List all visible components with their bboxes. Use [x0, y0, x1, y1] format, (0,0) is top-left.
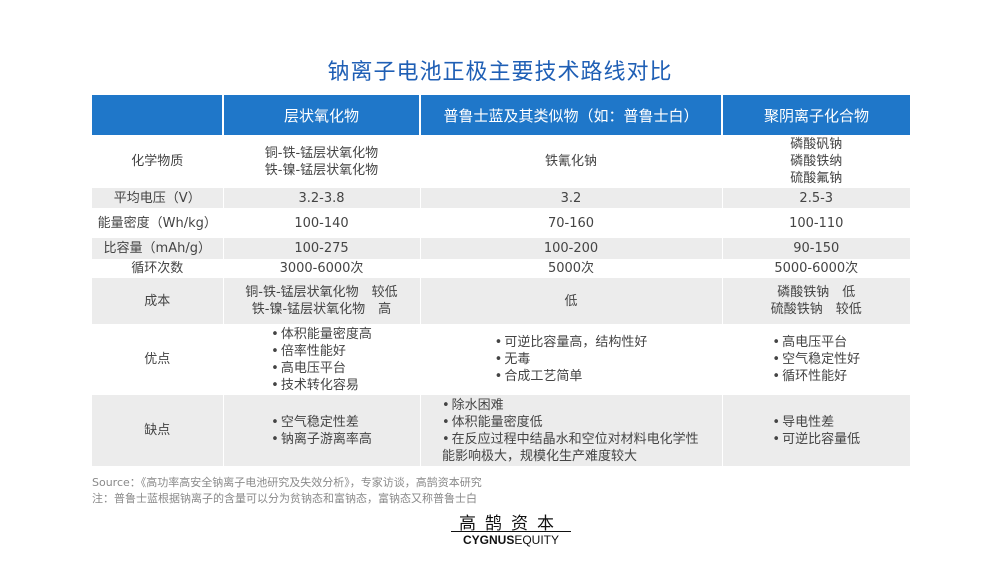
cell-c1: 体积能量密度高 倍率性能好 高电压平台 技术转化容易 — [223, 324, 421, 395]
logo-chinese: 高鹄资本 — [459, 514, 563, 534]
cell-line: 磷酸铁钠 低 — [777, 285, 856, 300]
cell-line: 铁-镍-锰层状氧化物 — [264, 162, 379, 178]
cell-line: 磷酸铁纳 — [790, 154, 843, 169]
bullet-list: 空气稳定性差 钠离子游离率高 — [271, 414, 372, 448]
cell-c2: 100-200 — [420, 238, 723, 259]
cell-c2: 5000次 — [420, 259, 723, 278]
bullet-item: 倍率性能好 — [271, 343, 372, 360]
cell-c3: 90-150 — [722, 238, 910, 259]
row-label: 成本 — [92, 278, 224, 324]
cell-c1: 铜-铁-锰层状氧化物 铁-镍-锰层状氧化物 — [223, 135, 421, 188]
cell-c1: 3000-6000次 — [223, 259, 421, 278]
cell-c3: 磷酸矾钠 磷酸铁纳 硫酸氟钠 — [722, 135, 910, 188]
row-cons: 缺点 空气稳定性差 钠离子游离率高 除水困难 体积能量密度低 在反应过程中结晶水… — [92, 395, 910, 466]
cell-c2: 铁氰化钠 — [420, 135, 723, 188]
cell-c1: 空气稳定性差 钠离子游离率高 — [223, 395, 421, 466]
cell-c3: 导电性差 可逆比容量低 — [722, 395, 910, 466]
bullet-item: 体积能量密度高 — [271, 326, 372, 343]
row-label: 优点 — [92, 324, 224, 395]
bullet-item: 可逆比容量高，结构性好 — [495, 334, 647, 351]
row-cost: 成本 铜-铁-锰层状氧化物 较低 铁-镍-锰层状氧化物 高 低 磷酸铁钠 低 硫… — [92, 278, 910, 324]
bullet-item: 除水困难 — [442, 397, 700, 414]
bullet-item: 技术转化容易 — [271, 377, 372, 394]
logo-word-cygnus: CYGNUS — [462, 533, 515, 547]
cell-c3: 100-110 — [722, 208, 910, 238]
cell-c1: 铜-铁-锰层状氧化物 较低 铁-镍-锰层状氧化物 高 — [223, 278, 421, 324]
bullet-list: 导电性差 可逆比容量低 — [772, 414, 860, 448]
row-energy-density: 能量密度（Wh/kg） 100-140 70-160 100-110 — [92, 208, 910, 238]
bullet-item: 高电压平台 — [271, 360, 372, 377]
cell-c1: 100-140 — [223, 208, 421, 238]
bullet-item: 体积能量密度低 — [442, 414, 700, 431]
cell-c2: 低 — [420, 278, 723, 324]
header-polyanion: 聚阴离子化合物 — [722, 95, 910, 135]
cell-c2: 可逆比容量高，结构性好 无毒 合成工艺简单 — [420, 324, 723, 395]
row-label: 化学物质 — [92, 135, 224, 188]
cell-line: 铜-铁-锰层状氧化物 较低 — [245, 285, 398, 300]
logo-word-equity: EQUITY — [514, 533, 559, 547]
row-label: 平均电压（V） — [92, 188, 224, 208]
page-title: 钠离子电池正极主要技术路线对比 — [327, 60, 673, 85]
cell-c3: 高电压平台 空气稳定性好 循环性能好 — [722, 324, 910, 395]
bullet-item: 循环性能好 — [772, 368, 860, 385]
cell-line: 硫酸铁钠 较低 — [770, 302, 862, 317]
row-voltage: 平均电压（V） 3.2-3.8 3.2 2.5-3 — [92, 188, 910, 208]
cell-line: 铜-铁-锰层状氧化物 — [264, 145, 379, 161]
bullet-item: 空气稳定性差 — [271, 414, 372, 431]
cell-c3: 2.5-3 — [722, 188, 910, 208]
header-prussian-blue: 普鲁士蓝及其类似物（如：普鲁士白） — [420, 95, 723, 135]
row-label: 比容量（mAh/g） — [92, 238, 224, 259]
table-header-row: 层状氧化物 普鲁士蓝及其类似物（如：普鲁士白） 聚阴离子化合物 — [92, 95, 910, 135]
cell-c2: 70-160 — [420, 208, 723, 238]
bullet-item: 合成工艺简单 — [495, 368, 648, 385]
cell-c1: 3.2-3.8 — [223, 188, 421, 208]
cell-c3: 磷酸铁钠 低 硫酸铁钠 较低 — [722, 278, 910, 324]
bullet-item: 导电性差 — [772, 414, 860, 431]
cell-line: 磷酸矾钠 — [790, 137, 843, 152]
row-label: 缺点 — [92, 395, 224, 466]
row-cycles: 循环次数 3000-6000次 5000次 5000-6000次 — [92, 259, 910, 278]
comparison-table: 层状氧化物 普鲁士蓝及其类似物（如：普鲁士白） 聚阴离子化合物 化学物质 铜-铁… — [92, 95, 910, 466]
bullet-item: 空气稳定性好 — [772, 351, 860, 368]
cell-c1: 100-275 — [223, 238, 421, 259]
row-pros: 优点 体积能量密度高 倍率性能好 高电压平台 技术转化容易 可逆比容量高，结构性… — [92, 324, 910, 395]
row-label: 循环次数 — [92, 259, 224, 278]
bullet-item: 钠离子游离率高 — [271, 431, 372, 448]
bullet-list: 体积能量密度高 倍率性能好 高电压平台 技术转化容易 — [271, 326, 372, 394]
bullet-item: 高电压平台 — [772, 334, 860, 351]
bullet-item: 可逆比容量低 — [772, 431, 860, 448]
cell-line: 硫酸氟钠 — [790, 171, 843, 186]
bullet-list: 高电压平台 空气稳定性好 循环性能好 — [772, 334, 860, 385]
cell-line: 低 — [564, 293, 578, 309]
logo-english: CYGNUSEQUITY — [451, 531, 571, 547]
bullet-item: 无毒 — [495, 351, 648, 368]
cell-c2: 除水困难 体积能量密度低 在反应过程中结晶水和空位对材料电化学性能影响极大，规模… — [420, 395, 723, 466]
cell-line: 铁-镍-锰层状氧化物 高 — [251, 302, 392, 317]
row-label: 能量密度（Wh/kg） — [92, 208, 224, 238]
bullet-list: 可逆比容量高，结构性好 无毒 合成工艺简单 — [495, 334, 648, 385]
cell-line: 铁氰化钠 — [544, 154, 597, 169]
source-note: Source：《高功率高安全钠离子电池研究及失效分析》，专家访谈，高鹄资本研究 — [92, 476, 482, 489]
bullet-list: 除水困难 体积能量密度低 在反应过程中结晶水和空位对材料电化学性能影响极大，规模… — [442, 397, 700, 465]
row-capacity: 比容量（mAh/g） 100-275 100-200 90-150 — [92, 238, 910, 259]
header-layered-oxide: 层状氧化物 — [223, 95, 421, 135]
cell-c2: 3.2 — [420, 188, 723, 208]
row-chemistry: 化学物质 铜-铁-锰层状氧化物 铁-镍-锰层状氧化物 铁氰化钠 磷酸矾钠 磷酸铁… — [92, 135, 910, 188]
bullet-item: 在反应过程中结晶水和空位对材料电化学性能影响极大，规模化生产难度较大 — [442, 431, 700, 465]
cell-c3: 5000-6000次 — [722, 259, 910, 278]
footnote: 注：普鲁士蓝根据钠离子的含量可以分为贫钠态和富钠态，富钠态又称普鲁士白 — [92, 492, 477, 505]
header-empty — [92, 95, 224, 135]
